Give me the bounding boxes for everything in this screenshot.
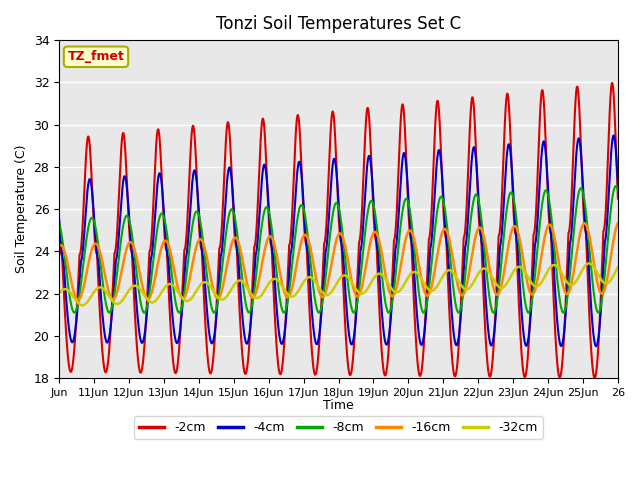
-8cm xyxy=(232,220,239,226)
-4cm xyxy=(232,232,239,238)
-2cm xyxy=(606,99,614,105)
-2cm xyxy=(232,241,239,247)
-32cm xyxy=(232,280,239,286)
Legend: -2cm, -4cm, -8cm, -16cm, -32cm: -2cm, -4cm, -8cm, -16cm, -32cm xyxy=(134,417,543,440)
-32cm xyxy=(78,302,86,308)
Line: -32cm: -32cm xyxy=(59,264,618,305)
-16cm xyxy=(74,297,82,302)
-4cm xyxy=(538,145,546,151)
-8cm xyxy=(70,310,78,315)
Y-axis label: Soil Temperature (C): Soil Temperature (C) xyxy=(15,145,28,274)
-8cm xyxy=(539,199,547,204)
-32cm xyxy=(539,278,547,284)
-32cm xyxy=(585,261,593,266)
-4cm xyxy=(610,132,618,138)
-32cm xyxy=(614,264,622,270)
-32cm xyxy=(507,273,515,279)
-8cm xyxy=(612,183,620,189)
-2cm xyxy=(55,228,63,234)
-16cm xyxy=(507,230,515,236)
-8cm xyxy=(606,213,614,218)
-8cm xyxy=(111,286,119,291)
Line: -4cm: -4cm xyxy=(59,135,618,346)
-8cm xyxy=(507,190,515,195)
-16cm xyxy=(232,235,239,241)
-2cm xyxy=(372,238,380,244)
Line: -16cm: -16cm xyxy=(59,223,618,300)
-32cm xyxy=(111,300,119,306)
-4cm xyxy=(55,216,63,222)
-8cm xyxy=(614,188,622,193)
-2cm xyxy=(538,87,546,93)
-4cm xyxy=(372,235,380,241)
-4cm xyxy=(592,343,600,349)
-32cm xyxy=(607,278,614,284)
-4cm xyxy=(507,152,515,157)
-2cm xyxy=(507,140,515,146)
-2cm xyxy=(111,250,119,255)
Line: -2cm: -2cm xyxy=(59,83,618,378)
-8cm xyxy=(372,219,380,225)
Text: TZ_fmet: TZ_fmet xyxy=(68,50,124,63)
-32cm xyxy=(55,291,63,297)
-4cm xyxy=(111,271,119,277)
-32cm xyxy=(372,272,380,278)
X-axis label: Time: Time xyxy=(323,399,354,412)
Line: -8cm: -8cm xyxy=(59,186,618,312)
-16cm xyxy=(55,243,63,249)
-16cm xyxy=(111,294,119,300)
-16cm xyxy=(372,230,380,236)
-4cm xyxy=(606,165,614,171)
-8cm xyxy=(55,220,63,226)
-2cm xyxy=(591,375,598,381)
-2cm xyxy=(614,196,622,202)
-2cm xyxy=(608,80,616,86)
-16cm xyxy=(614,220,622,226)
Title: Tonzi Soil Temperatures Set C: Tonzi Soil Temperatures Set C xyxy=(216,15,461,33)
-4cm xyxy=(614,181,622,187)
-16cm xyxy=(539,247,547,252)
-16cm xyxy=(606,258,614,264)
